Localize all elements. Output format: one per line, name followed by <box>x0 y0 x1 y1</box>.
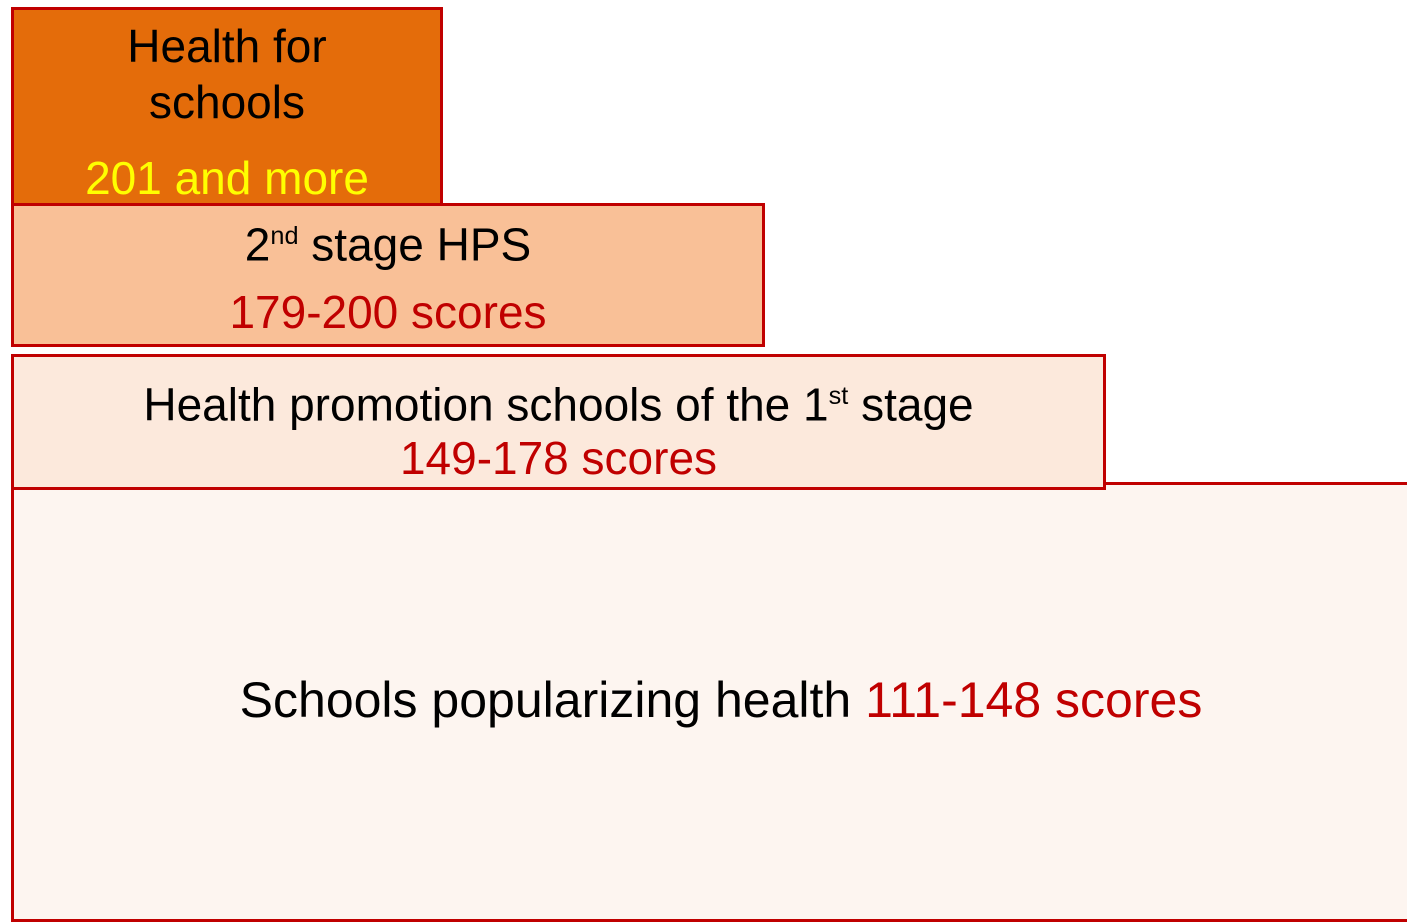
level-2: 2nd stage HPS 179-200 scores <box>11 203 765 347</box>
level-range: 179-200 scores <box>229 286 547 339</box>
title-prefix: Health promotion schools of the 1 <box>143 378 829 431</box>
title-sup: nd <box>270 222 299 250</box>
level-title: Schools popularizing health <box>239 672 852 728</box>
level-title: Health promotion schools of the 1st stag… <box>14 369 1103 431</box>
title-sup: st <box>828 382 849 410</box>
level-1: Health for schools 201 and more <box>11 7 443 206</box>
level-range: 201 and more <box>85 152 369 204</box>
level-range: 149-178 scores <box>399 432 718 485</box>
level-title: 2nd stage HPS <box>14 206 762 274</box>
level-range: 111-148 scores <box>865 672 1203 728</box>
title-suffix: stage <box>848 378 974 431</box>
level-title: Health for schools <box>127 20 327 128</box>
level-4: Schools popularizing health 111-148 scor… <box>11 482 1407 922</box>
level-3: Health promotion schools of the 1st stag… <box>11 354 1106 490</box>
title-prefix: 2 <box>244 218 271 271</box>
title-suffix: stage HPS <box>298 218 532 271</box>
